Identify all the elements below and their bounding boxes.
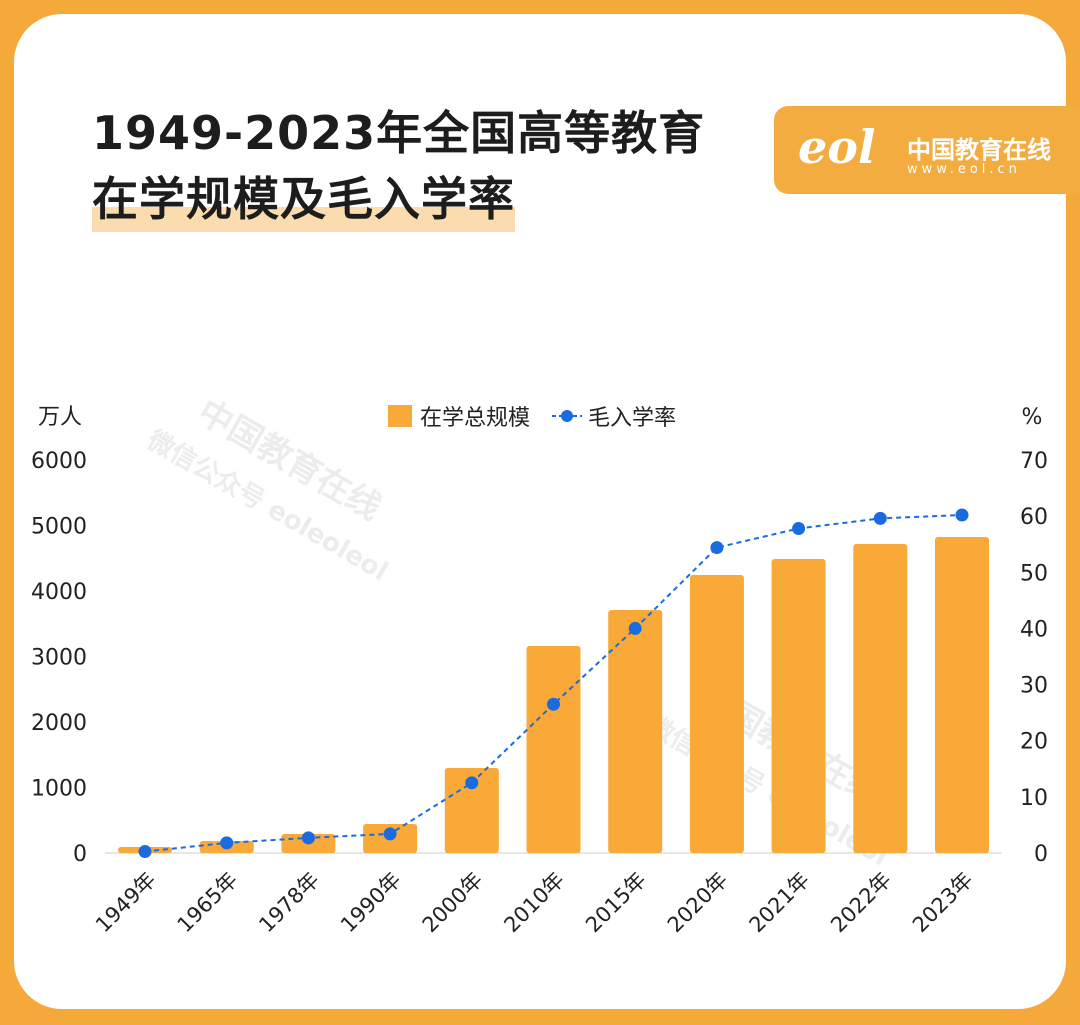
x-tick: 1990年	[336, 868, 406, 938]
rate-point	[465, 776, 479, 790]
y-tick-left: 6000	[31, 449, 87, 474]
x-tick: 1978年	[254, 868, 324, 938]
y-tick-right: 10	[1020, 786, 1048, 811]
x-tick: 2015年	[581, 868, 651, 938]
bar	[771, 559, 826, 853]
y-tick-right: 30	[1020, 674, 1048, 699]
logo-name: 中国教育在线	[907, 136, 1051, 164]
x-tick: 2022年	[826, 868, 896, 938]
bar	[853, 543, 908, 853]
logo-mark: eol	[798, 120, 876, 174]
y-tick-right: 60	[1020, 505, 1048, 530]
bar	[526, 646, 581, 853]
eol-logo: eol 中国教育在线 www.eol.cn	[774, 106, 1080, 194]
legend-line-marker	[561, 410, 573, 422]
y-tick-left: 2000	[31, 711, 87, 736]
y-tick-left: 0	[73, 842, 87, 867]
x-tick: 2000年	[418, 868, 488, 938]
rate-point	[628, 621, 642, 635]
legend-line-label: 毛入学率	[588, 406, 676, 431]
y-tick-left: 3000	[31, 646, 87, 671]
x-tick: 2020年	[663, 868, 733, 938]
rate-point	[547, 697, 560, 711]
bar	[444, 767, 499, 853]
title-line-2: 在学规模及毛入学率	[92, 166, 515, 232]
legend-bar-label: 在学总规模	[420, 406, 530, 431]
x-tick: 1949年	[91, 868, 161, 938]
rate-line	[144, 514, 963, 853]
x-tick: 2023年	[908, 868, 978, 938]
rate-point	[873, 511, 887, 525]
rate-point	[220, 836, 234, 850]
rate-point	[138, 845, 152, 859]
logo-url: www.eol.cn	[907, 162, 1021, 177]
y-tick-left: 1000	[31, 777, 87, 802]
y-tick-right: 50	[1020, 561, 1048, 586]
y-tick-right: 20	[1020, 730, 1048, 755]
bar	[935, 537, 989, 853]
y-axis-left-label: 万人	[38, 405, 82, 430]
chart-title: 1949-2023年全国高等教育 在学规模及毛入学率	[92, 100, 705, 232]
bar	[689, 575, 744, 853]
y-tick-right: 40	[1020, 617, 1048, 642]
legend-bar-swatch	[388, 405, 412, 427]
y-axis-right-label: %	[1022, 405, 1043, 430]
rate-point	[955, 508, 969, 522]
x-tick: 1965年	[173, 868, 243, 938]
y-tick-left: 5000	[31, 515, 87, 540]
title-line-1: 1949-2023年全国高等教育	[92, 106, 706, 160]
y-tick-left: 4000	[31, 580, 87, 605]
rate-point	[710, 541, 724, 555]
rate-point	[383, 827, 397, 841]
y-tick-right: 0	[1034, 842, 1048, 867]
x-tick: 2021年	[745, 868, 815, 938]
bar	[608, 609, 663, 853]
y-tick-right: 70	[1020, 449, 1048, 474]
rate-point	[792, 521, 806, 535]
x-tick: 2010年	[499, 868, 569, 938]
rate-point	[301, 831, 315, 845]
